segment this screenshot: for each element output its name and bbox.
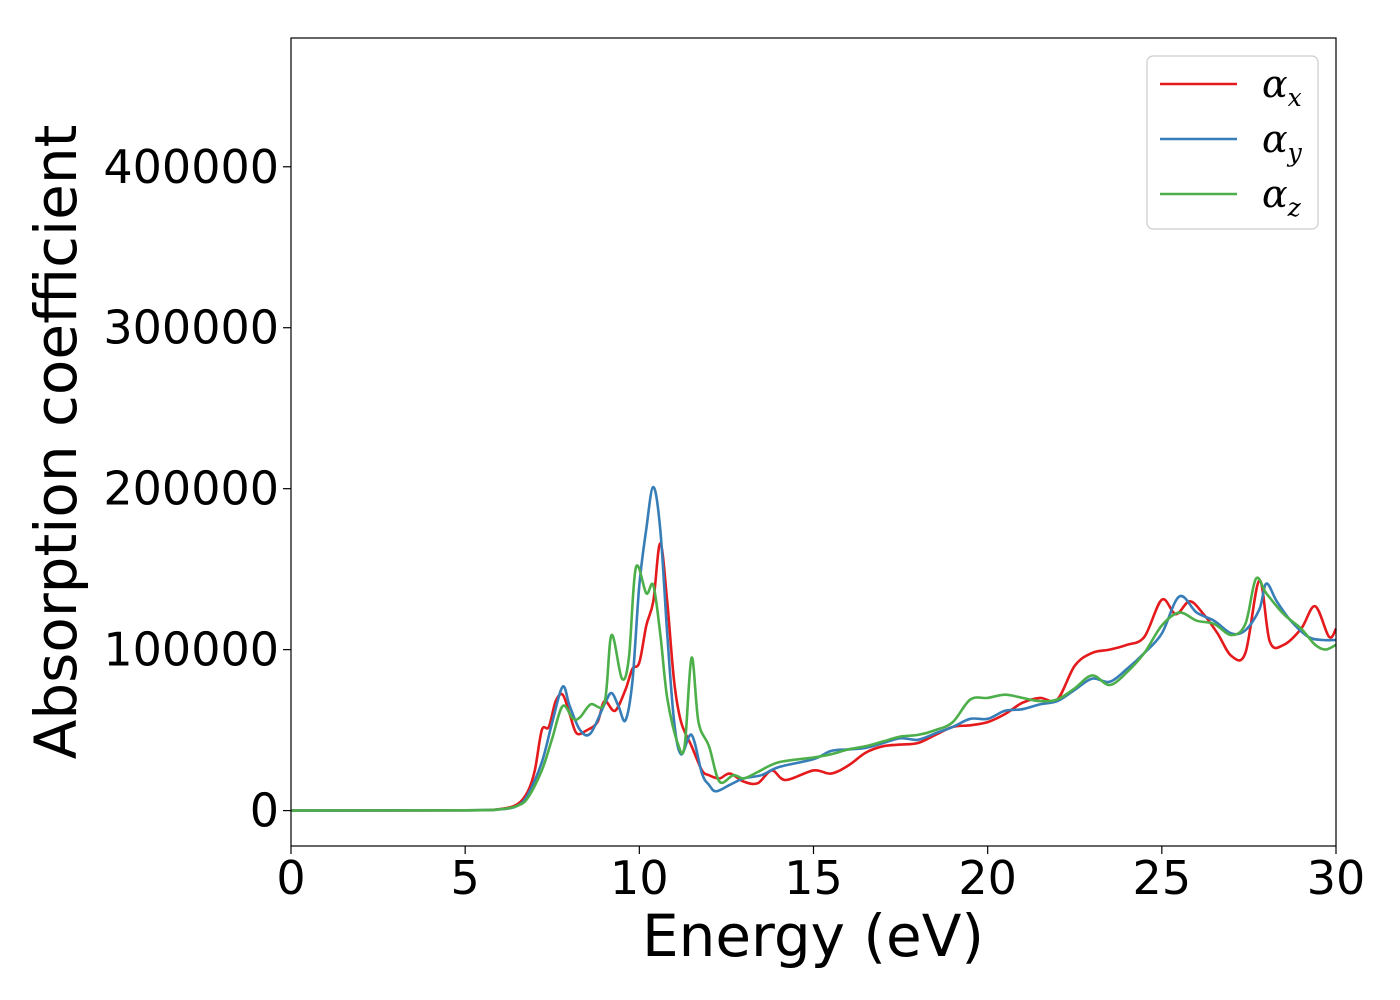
x-tick-label: 20 — [958, 851, 1017, 905]
series-line-alpha-z — [290, 564, 1337, 812]
y-axis: 0 100000 200000 300000 400000 — [103, 140, 291, 838]
y-tick-label: 300000 — [103, 301, 279, 355]
x-tick-label: 25 — [1133, 851, 1192, 905]
x-tick-label: 0 — [276, 851, 305, 905]
y-tick-label: 200000 — [103, 462, 279, 516]
x-axis-title: Energy (eV) — [642, 902, 984, 970]
x-tick-label: 5 — [451, 851, 480, 905]
y-axis-title: Absorption coefficient — [22, 125, 90, 760]
y-tick-label: 400000 — [103, 140, 279, 194]
legend-box — [1146, 55, 1319, 230]
y-tick-label: 100000 — [103, 623, 279, 677]
series-line-alpha-x — [290, 542, 1338, 812]
series-line-alpha-y — [290, 485, 1337, 812]
x-tick-label: 30 — [1307, 851, 1366, 905]
x-tick-label: 15 — [784, 851, 843, 905]
x-axis: 0 5 10 15 20 25 30 — [276, 846, 1365, 905]
series-layer — [290, 485, 1338, 812]
y-tick-label: 0 — [250, 784, 279, 838]
x-tick-label: 10 — [610, 851, 669, 905]
